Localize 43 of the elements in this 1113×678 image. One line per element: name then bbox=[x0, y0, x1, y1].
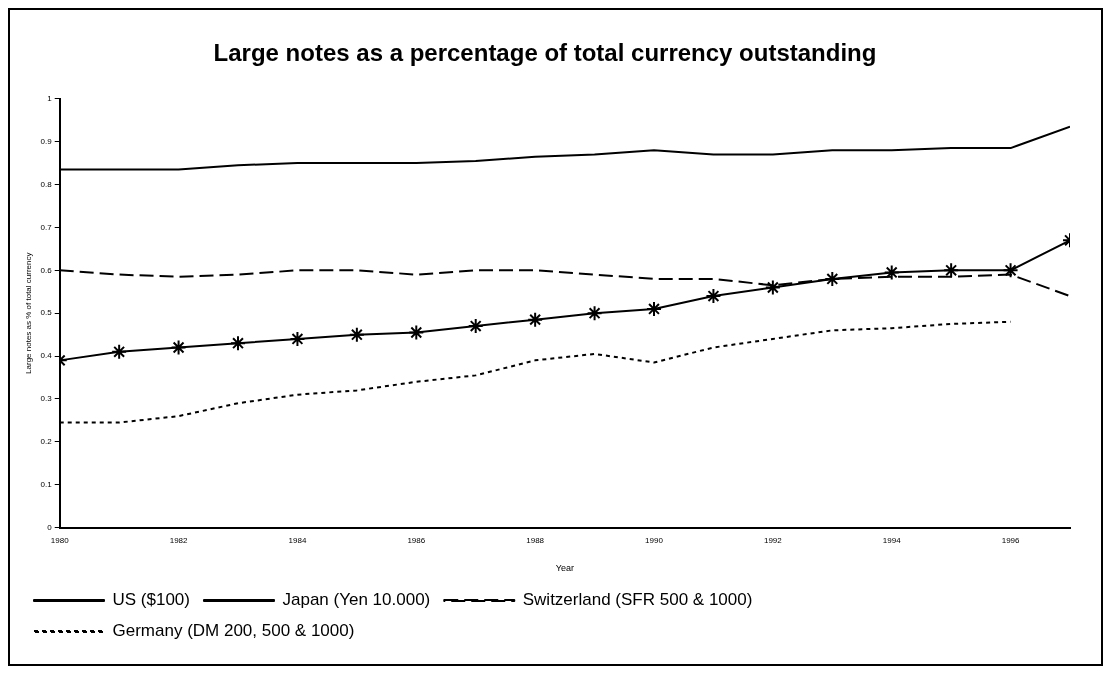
y-tick-label: 0.9 bbox=[40, 136, 53, 146]
point bbox=[883, 264, 900, 281]
point bbox=[527, 311, 544, 328]
y-tick-label: 0.6 bbox=[40, 265, 53, 275]
point bbox=[467, 318, 484, 335]
legend-label: Switzerland (SFR 500 & 1000) bbox=[522, 590, 753, 610]
point bbox=[170, 339, 187, 356]
y-tick-label: 0.2 bbox=[40, 437, 53, 447]
chart-title: Large notes as a percentage of total currency outstanding bbox=[213, 39, 877, 67]
x-tick-label: 1984 bbox=[288, 535, 307, 545]
point bbox=[408, 324, 425, 341]
x-tick-label: 1982 bbox=[169, 535, 189, 545]
y-tick-label: 0.3 bbox=[40, 394, 53, 404]
x-tick-label: 1996 bbox=[1001, 535, 1021, 545]
point bbox=[230, 335, 247, 352]
y-tick-label: 0.5 bbox=[40, 308, 53, 318]
legend-label: Germany (DM 200, 500 & 1000) bbox=[112, 621, 355, 641]
y-axis-title: Large notes as % of total currency bbox=[24, 252, 33, 374]
point bbox=[348, 326, 365, 343]
y-tick-label: 0 bbox=[47, 522, 53, 532]
point bbox=[586, 305, 603, 322]
point bbox=[646, 300, 662, 317]
legend-label: US ($100) bbox=[112, 590, 190, 610]
x-tick-label: 1986 bbox=[407, 535, 426, 545]
legend-label: Japan (Yen 10.000) bbox=[282, 590, 431, 610]
point bbox=[111, 343, 128, 360]
y-tick-label: 0.1 bbox=[40, 479, 53, 489]
point bbox=[289, 330, 306, 347]
point bbox=[824, 270, 841, 287]
y-tick-label: 0.8 bbox=[40, 179, 53, 189]
point bbox=[1002, 262, 1019, 279]
y-tick-label: 1 bbox=[47, 94, 53, 103]
x-tick-label: 1994 bbox=[882, 535, 902, 545]
point bbox=[764, 279, 781, 296]
x-tick-label: 1990 bbox=[645, 535, 664, 545]
point bbox=[943, 262, 960, 279]
point bbox=[705, 288, 722, 305]
x-tick-label: 1980 bbox=[50, 535, 70, 545]
x-tick-label: 1988 bbox=[526, 535, 545, 545]
y-tick-label: 0.7 bbox=[40, 222, 53, 232]
y-tick-label: 0.4 bbox=[40, 351, 53, 361]
x-tick-label: 1992 bbox=[763, 535, 783, 545]
x-axis-title: Year bbox=[555, 563, 574, 574]
